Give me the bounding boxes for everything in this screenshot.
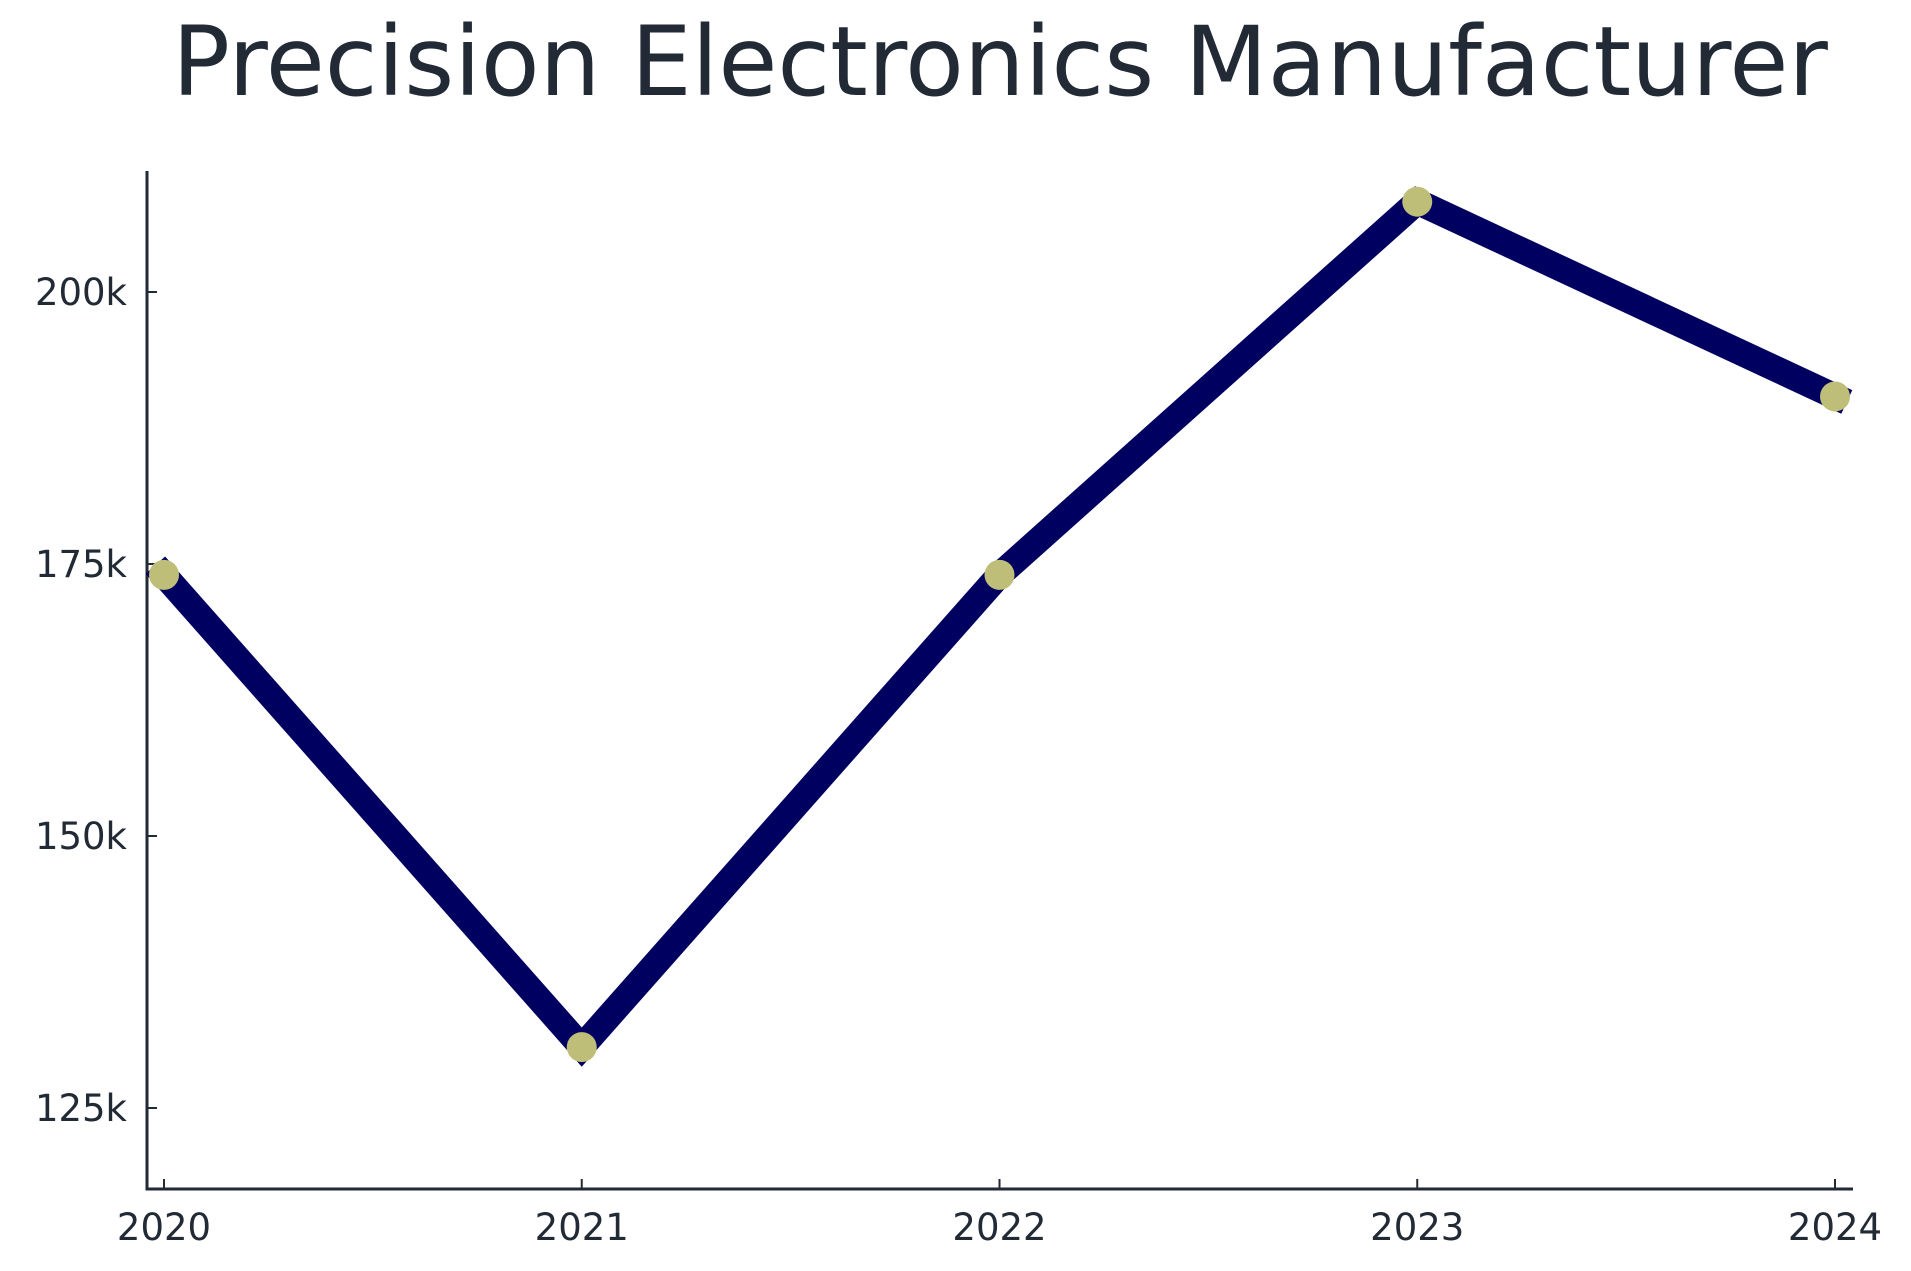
data-point-marker: [149, 559, 179, 590]
x-tick-label: 2024: [1788, 1206, 1882, 1249]
data-line: [145, 186, 1853, 1067]
axes: 125k 150k 175k 200k 2020 2021 2022 2023 2024: [35, 171, 1882, 1249]
y-tick-label: 150k: [35, 815, 128, 858]
y-tick-label: 125k: [35, 1087, 128, 1130]
data-point-marker: [984, 559, 1015, 590]
data-point-marker: [1820, 381, 1850, 412]
data-point-marker: [566, 1032, 597, 1063]
x-tick-label: 2023: [1370, 1206, 1464, 1249]
y-tick-label: 200k: [35, 271, 128, 314]
data-markers: [149, 186, 1850, 1063]
x-tick-label: 2020: [117, 1206, 211, 1249]
series-line: [145, 186, 1853, 1067]
x-tick-label: 2021: [535, 1206, 629, 1249]
y-tick-label: 175k: [35, 543, 128, 586]
data-point-marker: [1402, 186, 1433, 217]
chart-title: Precision Electronics Manufacturer: [172, 6, 1828, 118]
x-tick-label: 2022: [952, 1206, 1046, 1249]
